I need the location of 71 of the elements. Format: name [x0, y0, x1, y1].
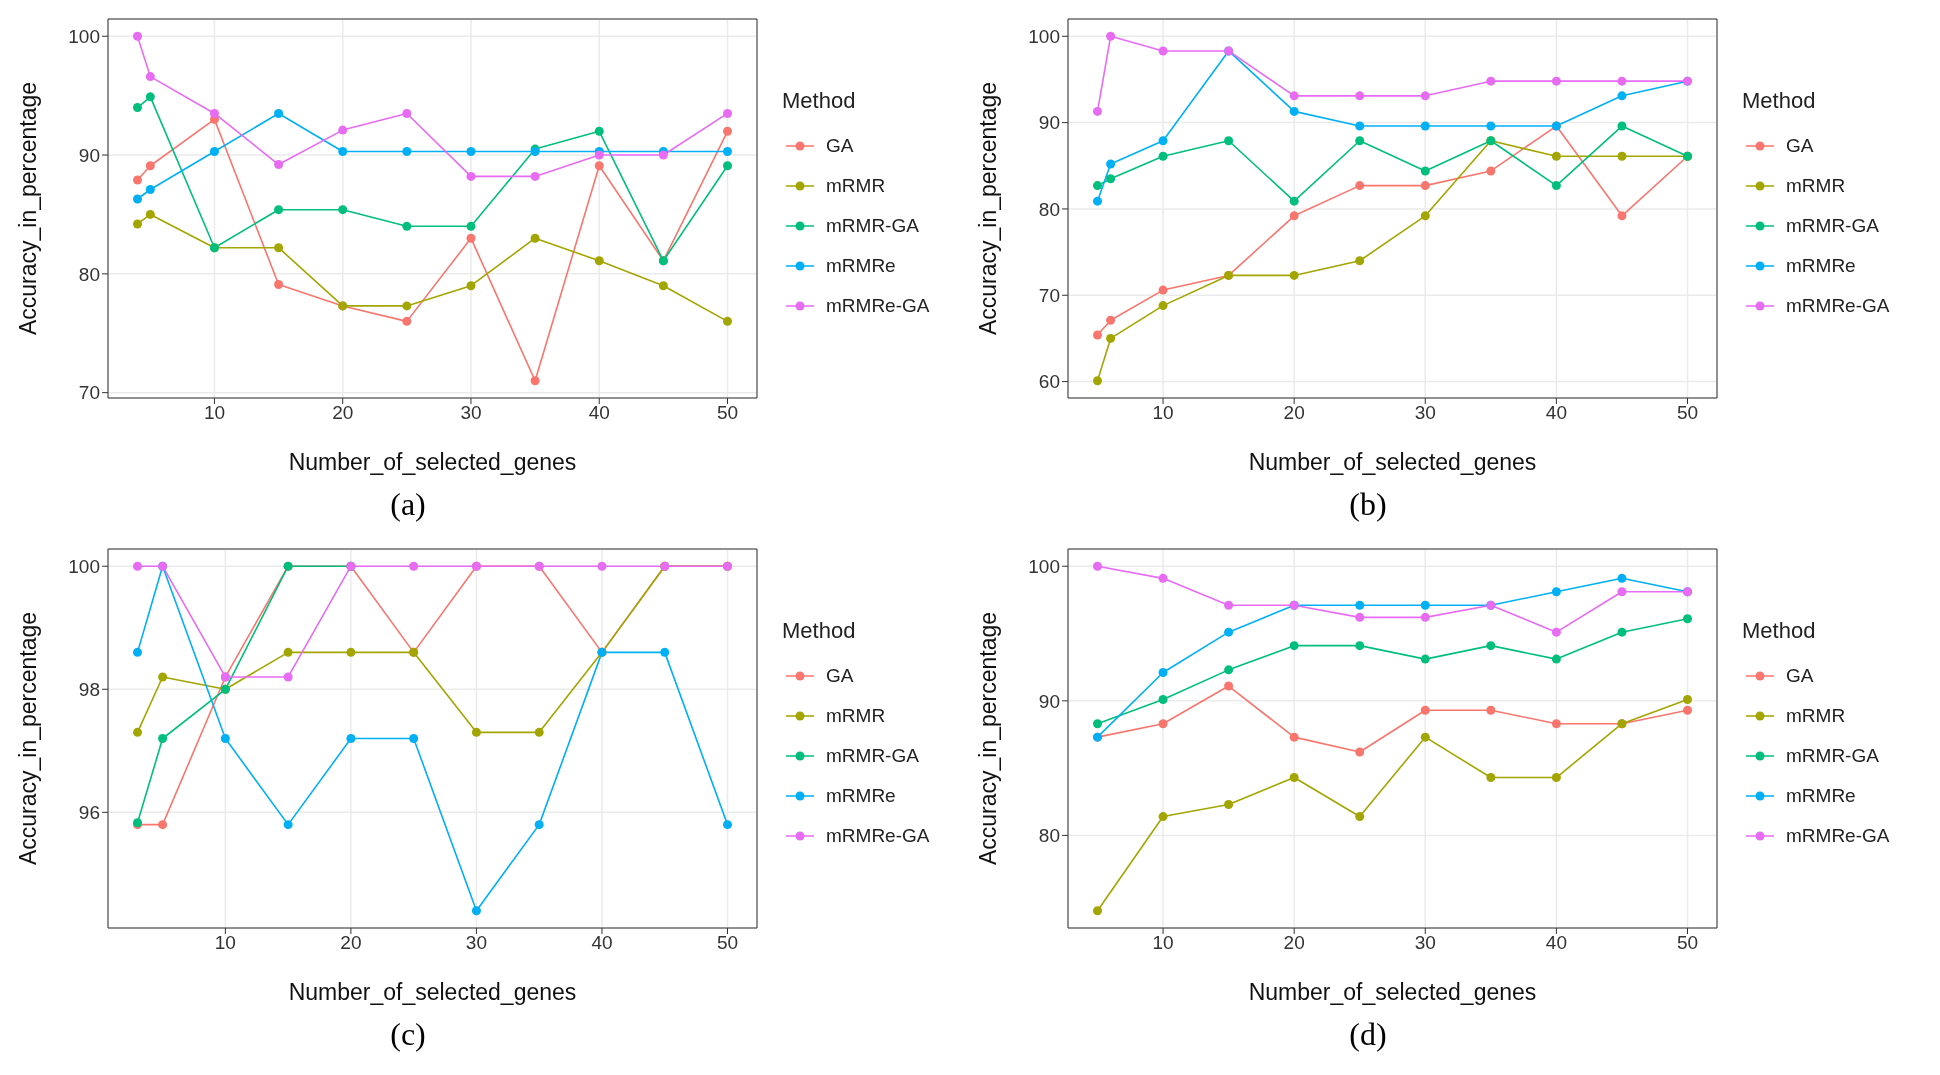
- x-tick-label: 10: [1152, 932, 1174, 954]
- y-axis-title: Accuracy_in_percentage: [975, 611, 1002, 866]
- x-axis-title: Number_of_selected_genes: [288, 979, 577, 1005]
- text: (c): [389, 1016, 427, 1053]
- y-axis-title: Accuracy_in_percentage: [975, 81, 1002, 336]
- text: (d): [1348, 1016, 1388, 1053]
- y-tick-label: 90: [1038, 112, 1060, 134]
- legend-label: mRMRe-GA: [825, 294, 930, 318]
- x-tick-label: 50: [1676, 932, 1699, 954]
- legend-label: mRMR: [825, 704, 887, 728]
- legend-label: GA: [1785, 134, 1815, 158]
- x-tick-label: 20: [1283, 932, 1305, 954]
- x-axis-title: Number_of_selected_genes: [1248, 979, 1537, 1005]
- legend-label: mRMRe-GA: [1785, 294, 1890, 318]
- legend-label: mRMR-GA: [825, 744, 920, 768]
- text: (a): [389, 486, 427, 523]
- y-tick-label: 80: [78, 263, 100, 285]
- y-tick-label: 70: [78, 382, 100, 404]
- x-tick-label: 10: [214, 932, 236, 954]
- legend-label: mRMR: [1785, 174, 1847, 198]
- legend-label: mRMRe: [825, 784, 897, 808]
- x-tick-label: 50: [716, 932, 739, 954]
- legend-label: mRMRe: [1785, 254, 1857, 278]
- legend-label: mRMR: [1785, 704, 1847, 728]
- legend-label: mRMRe: [1785, 784, 1857, 808]
- legend-label: mRMR-GA: [825, 214, 920, 238]
- text: (b): [1348, 486, 1388, 523]
- y-tick-label: 80: [1038, 825, 1060, 847]
- x-tick-label: 30: [465, 932, 488, 954]
- x-tick-label: 20: [1283, 402, 1305, 424]
- y-tick-label: 70: [1038, 285, 1060, 307]
- legend-label: mRMR: [825, 174, 887, 198]
- y-tick-label: 100: [68, 25, 100, 47]
- y-tick-label: 90: [78, 144, 100, 166]
- legend-title: Method: [1742, 88, 1817, 114]
- x-tick-label: 50: [716, 402, 739, 424]
- x-tick-label: 50: [1676, 402, 1699, 424]
- legend-label: mRMR-GA: [1785, 214, 1880, 238]
- x-tick-label: 40: [1545, 402, 1567, 424]
- legend-label: mRMRe-GA: [825, 824, 930, 848]
- y-tick-label: 90: [1038, 690, 1060, 712]
- legend-label: mRMRe-GA: [1785, 824, 1890, 848]
- x-tick-label: 30: [1414, 402, 1436, 424]
- y-tick-label: 100: [1028, 26, 1060, 48]
- y-tick-label: 60: [1038, 371, 1060, 393]
- legend-label: mRMRe: [825, 254, 897, 278]
- x-tick-label: 20: [340, 932, 362, 954]
- x-tick-label: 20: [332, 402, 354, 424]
- y-tick-label: 96: [78, 802, 100, 824]
- legend-title: Method: [782, 88, 857, 114]
- y-tick-label: 100: [68, 555, 100, 577]
- x-tick-label: 40: [591, 932, 613, 954]
- y-axis-title: Accuracy_in_percentage: [15, 611, 42, 866]
- x-axis-title: Number_of_selected_genes: [1248, 449, 1537, 475]
- legend-label: GA: [825, 134, 855, 158]
- x-axis-title: Number_of_selected_genes: [288, 449, 577, 475]
- y-tick-label: 98: [78, 679, 100, 701]
- legend-title: Method: [1742, 618, 1817, 644]
- x-tick-label: 40: [588, 402, 610, 424]
- y-tick-label: 80: [1038, 198, 1060, 220]
- x-tick-label: 10: [1152, 402, 1174, 424]
- x-tick-label: 30: [460, 402, 482, 424]
- x-tick-label: 40: [1545, 932, 1567, 954]
- x-tick-label: 10: [203, 402, 226, 424]
- legend-title: Method: [782, 618, 857, 644]
- x-tick-label: 30: [1414, 932, 1436, 954]
- legend-label: mRMR-GA: [1785, 744, 1880, 768]
- y-tick-label: 100: [1028, 555, 1060, 577]
- y-axis-title: Accuracy_in_percentage: [15, 81, 42, 336]
- legend-label: GA: [1785, 664, 1815, 688]
- legend-label: GA: [825, 664, 855, 688]
